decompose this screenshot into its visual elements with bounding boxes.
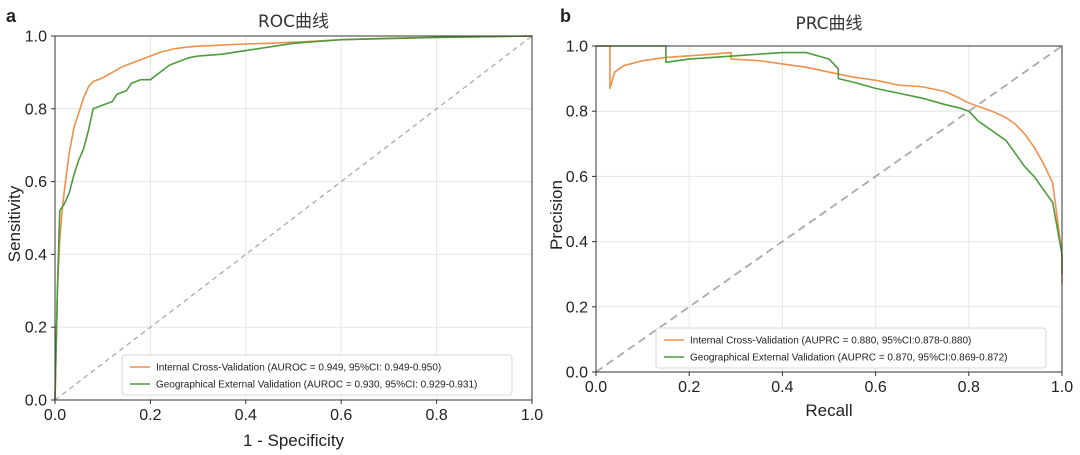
diagonal-reference-line (54, 35, 533, 401)
y-tick-label: 0.0 (566, 365, 588, 382)
plot-frame (595, 45, 1063, 373)
x-tick-label: 0.8 (425, 407, 447, 424)
chart-roc: 0.0 0.2 0.4 0.6 0.8 1.0 0.0 0.2 0.4 0.6 0.8 1.0 ROC曲… (5, 6, 543, 450)
y-tick-label: 0.8 (25, 101, 47, 118)
x-tick-label: 1.0 (1051, 379, 1073, 396)
legend-label-internal: Internal Cross-Validation (AUROC = 0.949… (156, 363, 441, 374)
y-tick-label: 0.4 (25, 247, 47, 264)
panel-label: a (6, 6, 17, 26)
y-tick-label: 0.6 (25, 174, 47, 191)
x-tick-label: 0.2 (139, 407, 161, 424)
x-tick-label: 0.0 (585, 379, 607, 396)
chart-prc: 0.0 0.2 0.4 0.6 0.8 1.0 0.0 0.2 0.4 0.6 0.8 1.0 PRC曲… (547, 6, 1073, 420)
panel-label: b (560, 6, 571, 26)
legend: Internal Cross-Validation (AUROC = 0.949… (121, 354, 513, 396)
chart-title: PRC曲线 (795, 14, 862, 34)
legend-box (655, 327, 1047, 369)
x-axis-label: 1 - Specificity (243, 431, 345, 450)
chart-title: ROC曲线 (258, 12, 329, 32)
series-line-external (596, 45, 1063, 275)
x-axis-label: Recall (805, 401, 852, 420)
x-tick-label: 1.0 (521, 407, 543, 424)
series-line-internal (596, 45, 1063, 284)
y-tick-label: 0.4 (566, 234, 588, 251)
y-tick-label: 1.0 (25, 29, 47, 46)
y-axis-label: Precision (547, 180, 566, 250)
legend-box (121, 354, 513, 396)
legend: Internal Cross-Validation (AUPRC = 0.880… (655, 327, 1047, 369)
y-axis-label: Sensitivity (5, 185, 24, 262)
diagonal-reference-line (595, 45, 1063, 373)
legend-label-external: Geographical External Validation (AUROC … (156, 380, 477, 391)
y-tick-label: 0.2 (566, 299, 588, 316)
x-tick-label: 0.6 (864, 379, 886, 396)
x-tick-label: 0.6 (330, 407, 352, 424)
y-tick-label: 1.0 (566, 39, 588, 56)
y-tick-label: 0.6 (566, 169, 588, 186)
x-tick-label: 0.4 (771, 379, 793, 396)
series-line-external (54, 35, 533, 401)
y-tick-label: 0.2 (25, 320, 47, 337)
x-tick-label: 0.8 (958, 379, 980, 396)
y-tick-label: 0.8 (566, 104, 588, 121)
y-tick-label: 0.0 (25, 393, 47, 410)
legend-label-external: Geographical External Validation (AUPRC … (690, 353, 1008, 364)
legend-label-internal: Internal Cross-Validation (AUPRC = 0.880… (690, 336, 971, 347)
x-tick-label: 0.0 (44, 407, 66, 424)
plot-frame (54, 35, 533, 401)
x-tick-label: 0.4 (235, 407, 257, 424)
x-tick-label: 0.2 (678, 379, 700, 396)
